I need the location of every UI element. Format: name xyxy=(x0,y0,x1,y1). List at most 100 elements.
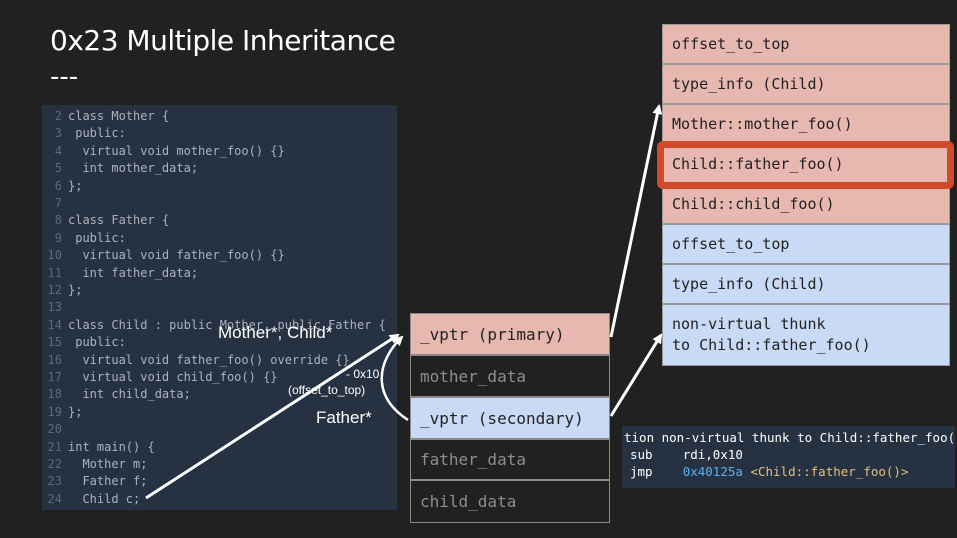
code-line: 10 virtual void father_foo() {} xyxy=(42,247,285,264)
object-field: father_data xyxy=(410,439,610,480)
code-text: }; xyxy=(68,404,83,419)
code-line: 4 virtual void mother_foo() {} xyxy=(42,143,285,160)
object-field: child_data xyxy=(410,480,610,523)
object-field: _vptr (secondary) xyxy=(410,397,610,439)
code-text: }; xyxy=(68,178,83,193)
line-number: 4 xyxy=(54,143,62,158)
asm-op: jmp xyxy=(630,464,653,479)
code-line: 9 public: xyxy=(42,230,126,247)
thunk-line-2: to Child::father_foo() xyxy=(672,336,871,354)
vtable-label: Child::child_foo() xyxy=(672,195,835,213)
vtable-row-type-info-primary: type_info (Child) xyxy=(662,64,950,104)
vtable-label: offset_to_top xyxy=(672,235,790,253)
code-line: 3 public: xyxy=(42,125,126,142)
code-text: Father f; xyxy=(68,474,148,489)
code-text: int main() { xyxy=(68,439,155,454)
arrow-child-to-primary-vptr xyxy=(145,333,400,500)
line-number: 10 xyxy=(47,248,62,263)
vtable-label: Child::father_foo() xyxy=(672,155,844,173)
line-number: 2 xyxy=(54,109,62,123)
code-line: 18 int child_data; xyxy=(42,386,191,403)
line-number: 20 xyxy=(47,422,62,437)
line-number: 24 xyxy=(47,491,62,506)
code-text: public: xyxy=(68,126,126,141)
code-text: int father_data; xyxy=(68,265,199,280)
code-line: 13 xyxy=(42,299,68,316)
object-field-label: mother_data xyxy=(420,366,526,386)
code-panel: 2 class Mother {3 public: 4 virtual void m… xyxy=(42,105,397,510)
code-line: 6}; xyxy=(42,178,83,195)
code-line: 5 int mother_data; xyxy=(42,160,198,177)
line-number: 12 xyxy=(47,283,62,297)
minus-offset-label: - 0x10 xyxy=(346,367,380,381)
code-line: 22 Mother m; xyxy=(42,456,148,473)
line-number: 13 xyxy=(47,300,62,315)
asm-args: rdi,0x10 xyxy=(682,447,743,462)
line-number: 14 xyxy=(47,317,62,332)
vtable-label: offset_to_top xyxy=(672,35,790,53)
code-line: 20 xyxy=(42,421,68,438)
line-number: 8 xyxy=(54,213,62,228)
vtable-row-offset-to-top-primary: offset_to_top xyxy=(662,24,950,64)
code-line: 11 int father_data; xyxy=(42,265,199,282)
code-text: public: xyxy=(68,230,126,245)
code-text: public: xyxy=(68,335,126,350)
line-number: 21 xyxy=(47,439,62,454)
code-text: Child c; xyxy=(68,491,141,506)
line-number: 6 xyxy=(54,178,62,193)
vtable-row-offset-to-top-secondary: offset_to_top xyxy=(662,224,950,264)
assembly-panel: tion non-virtual thunk to Child::father_… xyxy=(622,426,955,488)
vtable-row-child-foo: Child::child_foo() xyxy=(662,184,950,224)
code-text: virtual void child_foo() {} xyxy=(68,370,278,384)
vtable-row-thunk: non-virtual thunk to Child::father_foo() xyxy=(662,304,950,366)
line-number: 11 xyxy=(47,265,62,280)
code-text: Mother m; xyxy=(68,457,148,471)
code-text: int mother_data; xyxy=(68,161,199,176)
code-line: 24 Child c; xyxy=(42,491,141,508)
arrow-offset-adjust xyxy=(380,335,409,422)
vtable-label: type_info (Child) xyxy=(672,75,826,93)
object-field: _vptr (primary) xyxy=(410,313,610,355)
asm-line-1: sub rdi,0x10 xyxy=(630,446,743,463)
line-number: 9 xyxy=(54,230,62,245)
line-number: 7 xyxy=(54,196,62,210)
thunk-line-1: non-virtual thunk xyxy=(672,315,826,333)
code-text: int child_data; xyxy=(68,387,191,402)
code-line: 21 int main() { xyxy=(42,439,155,456)
code-line: 16 virtual void father_foo() override {} xyxy=(42,352,350,369)
asm-line-2: jmp 0x40125a <Child::father_foo()> xyxy=(630,463,908,480)
line-number: 16 xyxy=(47,352,62,367)
code-text: class Child : public Mother, public Fath… xyxy=(68,317,386,332)
father-pointer-label: Father* xyxy=(316,408,372,427)
line-number: 15 xyxy=(47,335,62,350)
code-line: 14 class Child : public Mother, public Fa… xyxy=(42,317,386,334)
code-text: virtual void father_foo() {} xyxy=(68,248,285,263)
title-separator: --- xyxy=(50,62,79,92)
arrow-primary-vptr-to-vtable xyxy=(609,104,663,338)
object-field: mother_data xyxy=(410,355,610,397)
code-line: 15 public: xyxy=(42,334,126,351)
arrow-secondary-vptr-to-vtable xyxy=(609,333,663,417)
line-number: 18 xyxy=(47,387,62,402)
asm-op: sub xyxy=(630,447,653,462)
mother-child-pointer-label: Mother*, Child* xyxy=(218,323,333,342)
asm-address: 0x40125a xyxy=(682,464,743,479)
asm-header: tion non-virtual thunk to Child::father_… xyxy=(624,430,955,445)
vtable-row-mother-foo: Mother::mother_foo() xyxy=(662,104,950,144)
line-number: 17 xyxy=(47,370,62,384)
code-line: 8 class Father { xyxy=(42,212,169,229)
code-line: 7 xyxy=(42,195,68,212)
object-field-label: _vptr (secondary) xyxy=(420,408,584,428)
asm-symbol: <Child::father_foo()> xyxy=(750,464,909,479)
line-number: 3 xyxy=(54,126,62,141)
highlight-box xyxy=(657,141,954,189)
code-text: virtual void father_foo() override {} xyxy=(68,352,350,367)
line-number: 23 xyxy=(47,474,62,489)
vtable-label: type_info (Child) xyxy=(672,275,826,293)
slide-title: 0x23 Multiple Inheritance xyxy=(50,24,396,57)
code-text: virtual void mother_foo() {} xyxy=(68,143,285,158)
vtable-label: Mother::mother_foo() xyxy=(672,115,853,133)
code-line: 12}; xyxy=(42,282,83,299)
code-line: 19}; xyxy=(42,404,83,421)
